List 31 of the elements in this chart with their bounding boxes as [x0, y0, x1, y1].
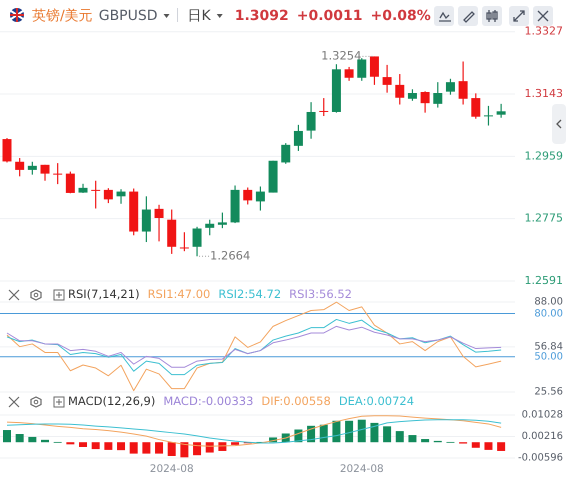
y-tick-label: 88.00	[534, 296, 563, 308]
chart-subtitle: GBPUSD	[98, 8, 158, 24]
text: RSI2:54.72	[218, 287, 282, 302]
text: 2024-08	[150, 463, 194, 475]
series-label: DEA:0.00724	[338, 394, 414, 408]
text: +0.0011	[296, 8, 363, 24]
y-tick-label: 1.2959	[524, 149, 563, 162]
y-tick-label: 1.2591	[524, 274, 563, 288]
ref-line-label: 80.00	[534, 308, 563, 320]
text: 日K	[188, 8, 212, 24]
chart-title: RSI(7,14,21)	[68, 287, 140, 302]
y-tick-label: 56.84	[534, 342, 563, 353]
ref-line-label: 50.00	[534, 352, 563, 363]
y-tick-label: 0.00216	[522, 431, 563, 442]
y-tick-label: 1.3327	[524, 24, 563, 38]
y-tick-label: 1.2775	[524, 212, 563, 225]
annotation: 1.2664	[210, 248, 250, 262]
text: 2024-08	[340, 463, 384, 475]
y-tick-label: 0.01028	[522, 410, 563, 421]
chart-title: 英镑/美元	[32, 8, 93, 24]
series-label: DIF:0.00558	[261, 394, 331, 408]
text: MACD:-0.00333	[163, 394, 254, 408]
annotation: 1.3254	[321, 48, 362, 63]
text: 1.3092	[234, 8, 289, 24]
y-tick-label: 25.56	[534, 386, 563, 398]
y-tick-label: 1.3143	[524, 87, 563, 100]
y-tick-label: -0.00596	[518, 452, 563, 464]
chart-title: MACD(12,26,9)	[68, 394, 156, 408]
text: +0.08%	[370, 8, 431, 24]
text: RSI1:47.00	[148, 287, 210, 302]
text: RSI3:56.52	[289, 287, 352, 302]
